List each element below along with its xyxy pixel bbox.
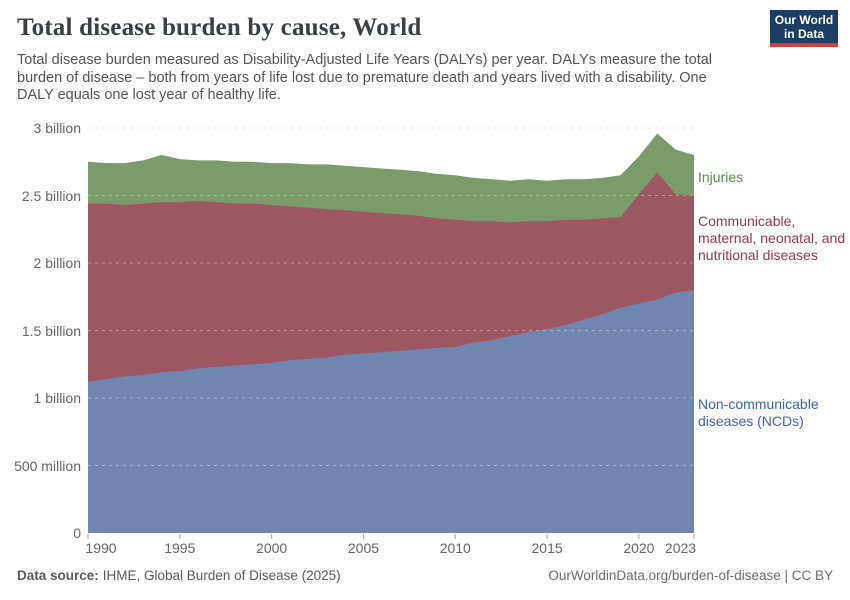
y-axis-label: 0: [73, 525, 81, 541]
legend-label-communicable-diseases: Communicable, maternal, neonatal, and nu…: [698, 213, 846, 263]
y-axis-label: 2.5 billion: [21, 187, 81, 204]
x-axis-label: 1995: [164, 540, 196, 556]
chart-title: Total disease burden by cause, World: [17, 14, 422, 41]
x-axis-label: 2005: [347, 540, 380, 556]
x-axis-label: 2023: [664, 540, 697, 556]
x-axis-label: 2015: [531, 540, 563, 556]
y-axis-label: 500 million: [14, 457, 81, 474]
chart-footer: Data source: IHME, Global Burden of Disea…: [17, 568, 833, 583]
owid-logo: Our World in Data: [770, 10, 838, 47]
x-axis-label: 2020: [623, 540, 655, 556]
legend-label-injuries: Injuries: [698, 169, 744, 185]
chart-subtitle: Total disease burden measured as Disabil…: [17, 52, 713, 104]
owid-logo-text-line2: in Data: [783, 26, 824, 41]
data-source: Data source: IHME, Global Burden of Disea…: [17, 568, 341, 583]
x-axis-label: 1990: [85, 540, 117, 556]
y-axis-label: 3 billion: [33, 120, 81, 136]
y-axis-label: 2 billion: [33, 255, 81, 271]
footer-citation-link[interactable]: OurWorldinData.org/burden-of-disease | C…: [548, 568, 833, 583]
owid-logo-text-line1: Our World: [774, 12, 834, 27]
x-axis-label: 2000: [256, 540, 288, 556]
data-source-value: IHME, Global Burden of Disease (2025): [102, 568, 341, 583]
data-source-label: Data source:: [17, 568, 99, 583]
area-series-0: [88, 290, 694, 533]
y-axis-label: 1 billion: [33, 390, 81, 406]
legend-label-non-communicable-diseases: Non-communicable diseases (NCDs): [698, 396, 819, 429]
y-axis-label: 1.5 billion: [21, 322, 81, 339]
x-axis-label: 2010: [439, 540, 471, 556]
